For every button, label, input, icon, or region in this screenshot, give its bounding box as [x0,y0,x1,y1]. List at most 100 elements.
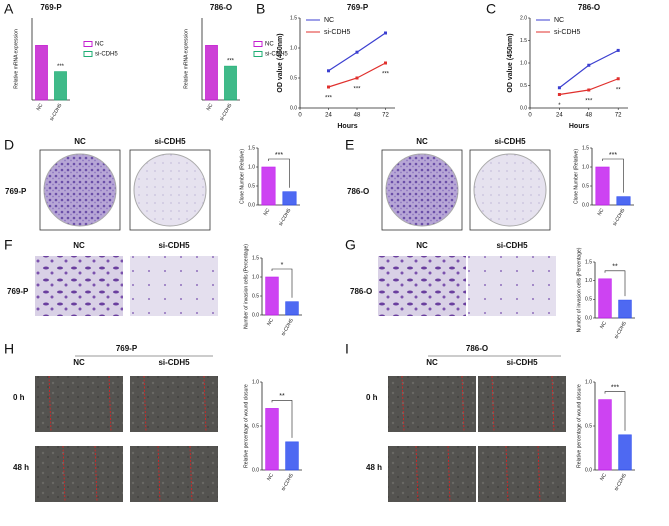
point [557,86,561,90]
x-tick-label: si-CDH5 [219,102,234,122]
column-label: NC [73,358,85,367]
y-tick-label: 0.0 [252,312,259,318]
row-label: 769-P [7,287,29,296]
y-tick-label: 1.5 [520,38,527,44]
y-axis-label: Relative percentage of wound closure [243,384,249,468]
panel-letter: E [345,137,354,153]
x-tick-label: si-CDH5 [613,472,628,492]
legend-label: NC [265,42,274,48]
significance: *** [382,72,390,78]
significance: *** [227,59,235,65]
point [587,88,591,92]
colony-plate [43,153,117,227]
significance-bracket [268,158,290,188]
panel-letter: I [345,341,349,357]
y-tick-label: 1.0 [585,379,592,385]
y-axis-label: Number of invasion cells (Percentage) [243,244,249,329]
bar [282,191,297,206]
y-tick-label: 0.0 [248,202,255,208]
y-axis-label: Relative percentage of wound closure [576,384,582,468]
x-tick-label: 24 [325,113,332,119]
x-tick-label: NC [266,317,275,327]
panel-letter: H [4,341,14,357]
y-tick-label: 0.5 [252,423,259,429]
column-label: NC [416,137,428,146]
bar [261,166,276,206]
legend-label: si-CDH5 [95,52,118,58]
panel-letter: C [486,1,496,17]
y-tick-label: 1.5 [582,145,589,151]
significance-bracket [271,268,293,298]
y-axis-label: Clone Number (Relative) [239,149,245,204]
y-tick-label: 0.0 [585,467,592,473]
significance: ** [279,393,285,400]
wound-edge [143,375,147,433]
line [328,62,386,88]
y-axis-label: Clone Number (Relative) [573,149,579,204]
y-tick-label: 0.0 [585,315,592,321]
y-tick-label: 0.5 [585,423,592,429]
legend-label: si-CDH5 [554,29,581,36]
y-tick-label: 0.0 [582,202,589,208]
y-tick-label: 1.5 [290,15,297,21]
y-tick-label: 1.0 [248,164,255,170]
wound-edge [189,445,193,503]
significance: ** [616,87,621,93]
x-tick-label: 72 [382,113,389,119]
column-label: NC [416,241,428,250]
significance: ** [612,264,618,271]
y-axis-label: OD value (450nm) [507,33,514,92]
significance: *** [57,64,65,70]
y-tick-label: 1.0 [520,60,527,66]
column-label: NC [73,241,85,250]
x-tick-label: 72 [615,113,622,119]
column-label: si-CDH5 [496,241,528,250]
bar [595,166,610,206]
bar [598,399,612,471]
x-tick-label: 48 [354,113,361,119]
column-label: si-CDH5 [494,137,526,146]
invasion-image [130,256,218,316]
y-tick-label: 0.5 [582,183,589,189]
bar [205,45,218,101]
significance: * [558,103,561,109]
row-label: 48 h [13,463,29,472]
legend-swatch [253,51,263,57]
point [616,77,620,81]
significance: *** [275,152,283,159]
x-tick-label: si-CDH5 [278,207,293,227]
point [355,50,359,54]
bar [265,408,279,471]
legend-label: si-CDH5 [265,52,288,58]
wound-image [130,446,218,502]
y-axis-label: Relative mRNA expression [13,29,19,89]
bar [35,45,48,101]
row-label: 786-O [350,287,372,296]
y-tick-label: 1.0 [252,379,259,385]
y-tick-label: 1.5 [252,255,259,261]
bar [265,276,279,316]
point [355,76,359,80]
point [587,63,591,67]
panel-title: 769-P [116,344,138,353]
y-tick-label: 1.0 [585,278,592,284]
x-tick-label: 0 [528,113,532,119]
significance: *** [325,96,333,102]
point [384,61,387,65]
legend-swatch [83,41,93,47]
bar [618,434,632,471]
legend-swatch [83,51,93,57]
y-tick-label: 0.5 [248,183,255,189]
wound-edge [157,445,161,503]
x-axis-label: Hours [337,123,357,130]
wound-edge [62,445,66,503]
x-tick-label: 24 [556,113,563,119]
x-tick-label: si-CDH5 [612,207,627,227]
chart-title: 786-O [578,3,600,12]
y-tick-label: 0.5 [520,83,527,89]
panel-letter: F [4,237,13,253]
invasion-image [468,256,556,316]
x-tick-label: si-CDH5 [49,102,64,122]
bar [285,301,299,316]
